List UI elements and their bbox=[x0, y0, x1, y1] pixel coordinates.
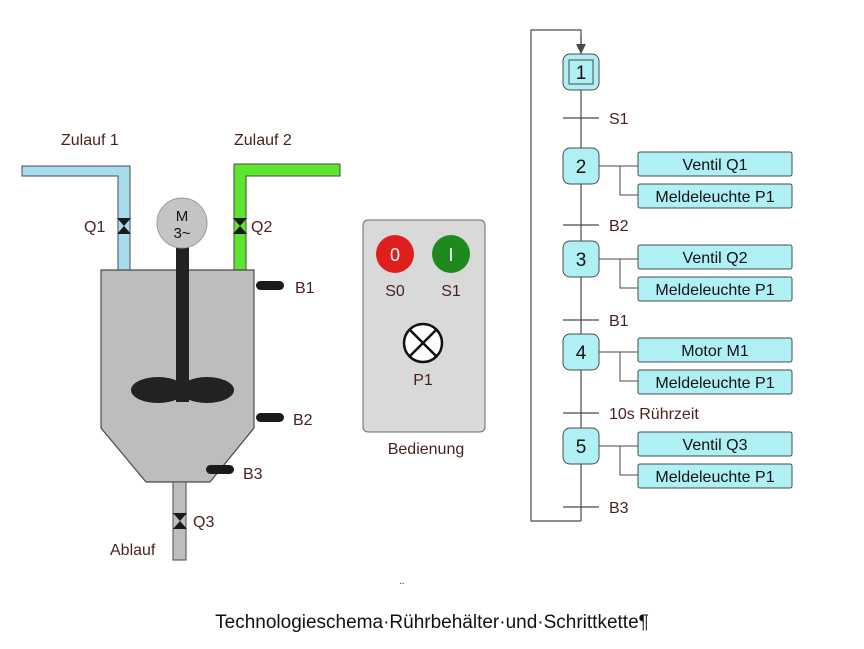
lamp-label: P1 bbox=[413, 372, 433, 389]
sfc-step-1 bbox=[562, 53, 600, 91]
sequential-function-chart: 1 2 Ventil Q1 Meldeleuchte P1 3 Ventil Q2 Meld… bbox=[530, 29, 793, 522]
sfc-action-label: Ventil Q3 bbox=[683, 437, 748, 454]
sfc-action-connector bbox=[619, 166, 638, 196]
sfc-action-label: Meldeleuchte P1 bbox=[655, 282, 774, 299]
technology-scheme: M 3~ Zulauf 1 Zulauf 2 Q1 Q2 B1 B2 B3 Q3… bbox=[21, 132, 341, 561]
sensor-b2-label: B2 bbox=[293, 412, 313, 429]
sfc-step-label: 4 bbox=[576, 343, 587, 364]
button-s1-symbol: I bbox=[448, 245, 453, 265]
inlet-2-label: Zulauf 2 bbox=[234, 132, 292, 149]
inlet-pipe-2 bbox=[233, 163, 341, 271]
sfc-step-label: 1 bbox=[576, 63, 587, 84]
valve-q1-icon bbox=[117, 218, 131, 234]
button-s0-label: S0 bbox=[385, 283, 405, 300]
sfc-action-box bbox=[637, 463, 793, 489]
sfc-action-box bbox=[637, 337, 793, 363]
motor-icon bbox=[156, 197, 208, 249]
indicator-lamp-icon bbox=[402, 322, 444, 364]
sfc-action-connector bbox=[619, 259, 638, 289]
outlet-label: Ablauf bbox=[110, 542, 156, 559]
stirrer-blades-icon bbox=[131, 377, 234, 403]
sfc-transition-label: B3 bbox=[609, 500, 629, 517]
sfc-transition-label: B1 bbox=[609, 313, 629, 330]
sfc-action-label: Meldeleuchte P1 bbox=[655, 375, 774, 392]
sfc-step-label: 3 bbox=[576, 250, 587, 271]
sfc-initial-step-frame bbox=[568, 59, 594, 85]
sfc-arrow-icon bbox=[576, 44, 586, 54]
sensor-b1-icon bbox=[256, 281, 284, 290]
valve-q2-icon bbox=[233, 218, 247, 234]
sfc-action-connector bbox=[619, 446, 638, 476]
sfc-action-label: Ventil Q1 bbox=[683, 157, 748, 174]
sensor-b1-label: B1 bbox=[295, 280, 315, 297]
valve-q1-label: Q1 bbox=[84, 219, 105, 236]
inlet-1-label: Zulauf 1 bbox=[61, 132, 119, 149]
sfc-loop-line bbox=[530, 29, 582, 522]
valve-q3-icon bbox=[173, 513, 187, 529]
valve-q2-label: Q2 bbox=[251, 219, 272, 236]
sfc-action-box bbox=[637, 151, 793, 177]
sfc-action-connector bbox=[619, 352, 638, 382]
operating-panel: 0 I S0 S1 P1 Bedienung bbox=[362, 219, 486, 458]
panel-caption: Bedienung bbox=[388, 441, 465, 458]
sfc-action-box bbox=[637, 369, 793, 395]
motor-label-line1: M bbox=[176, 208, 189, 225]
stirrer-shaft bbox=[176, 240, 189, 402]
sfc-transition-label: 10s Rührzeit bbox=[609, 406, 699, 423]
sfc-action-label: Motor M1 bbox=[681, 343, 749, 360]
sensor-b3-label: B3 bbox=[243, 466, 263, 483]
button-s0[interactable] bbox=[376, 235, 414, 273]
sfc-action-box bbox=[637, 183, 793, 209]
button-s1[interactable] bbox=[432, 235, 470, 273]
sfc-action-label: Meldeleuchte P1 bbox=[655, 469, 774, 486]
sfc-transition-label: S1 bbox=[609, 111, 629, 128]
page-caption: Technologieschema·Rührbehälter·und·Schri… bbox=[215, 612, 649, 633]
sfc-action-label: Meldeleuchte P1 bbox=[655, 189, 774, 206]
sensor-b2-icon bbox=[256, 413, 284, 422]
inlet-pipe-1 bbox=[21, 165, 131, 271]
outlet-pipe bbox=[172, 481, 187, 561]
motor-label-line2: 3~ bbox=[173, 225, 190, 242]
sfc-step-label: 2 bbox=[576, 157, 587, 178]
sfc-action-box bbox=[637, 276, 793, 302]
sfc-transition-label: B2 bbox=[609, 218, 629, 235]
valve-q3-label: Q3 bbox=[193, 514, 214, 531]
sfc-action-label: Ventil Q2 bbox=[683, 250, 748, 267]
caption-marker: ¨ bbox=[400, 580, 404, 594]
sensor-b3-icon bbox=[206, 465, 234, 474]
button-s1-label: S1 bbox=[441, 283, 461, 300]
sfc-action-box bbox=[637, 244, 793, 270]
button-s0-symbol: 0 bbox=[390, 245, 400, 265]
sfc-step-label: 5 bbox=[576, 437, 587, 458]
sfc-action-box bbox=[637, 431, 793, 457]
